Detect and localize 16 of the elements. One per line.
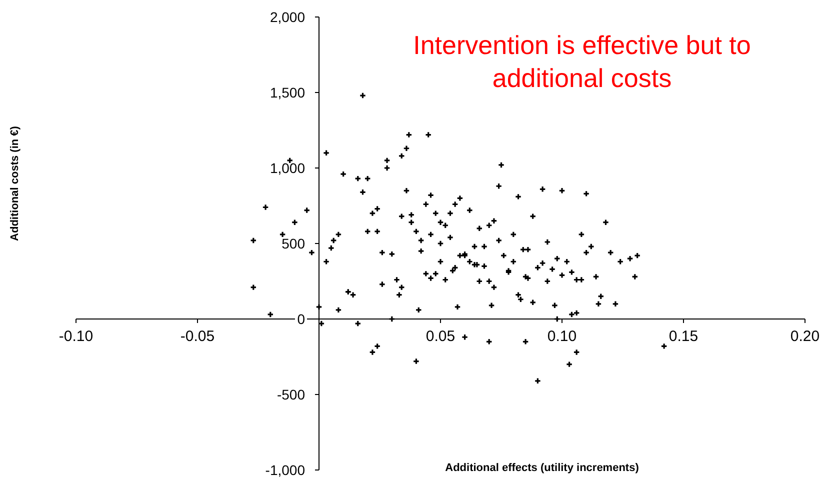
- x-axis-title: Additional effects (utility increments): [445, 462, 640, 474]
- y-tick-label: 1,500: [270, 84, 306, 100]
- x-tick-label: -0.05: [180, 328, 215, 345]
- x-tick-label: 0.10: [547, 328, 577, 345]
- x-tick-label: -0.10: [58, 328, 94, 345]
- annotation: Intervention is effective but to additional costs: [413, 30, 751, 93]
- y-tick-label: 0: [297, 311, 306, 327]
- y-tick-label: 1,000: [270, 160, 306, 176]
- x-tick-label: 0.05: [426, 328, 456, 345]
- y-axis-title: Additional costs (in €): [9, 126, 21, 241]
- y-tick-label: -1,000: [265, 462, 306, 478]
- x-tick-label: 0.20: [790, 328, 820, 345]
- y-tick-label: 2,000: [270, 9, 306, 25]
- x-tick-label: 0.15: [668, 328, 698, 345]
- y-tick-label: -500: [276, 386, 306, 402]
- y-tick-label: 500: [282, 236, 306, 252]
